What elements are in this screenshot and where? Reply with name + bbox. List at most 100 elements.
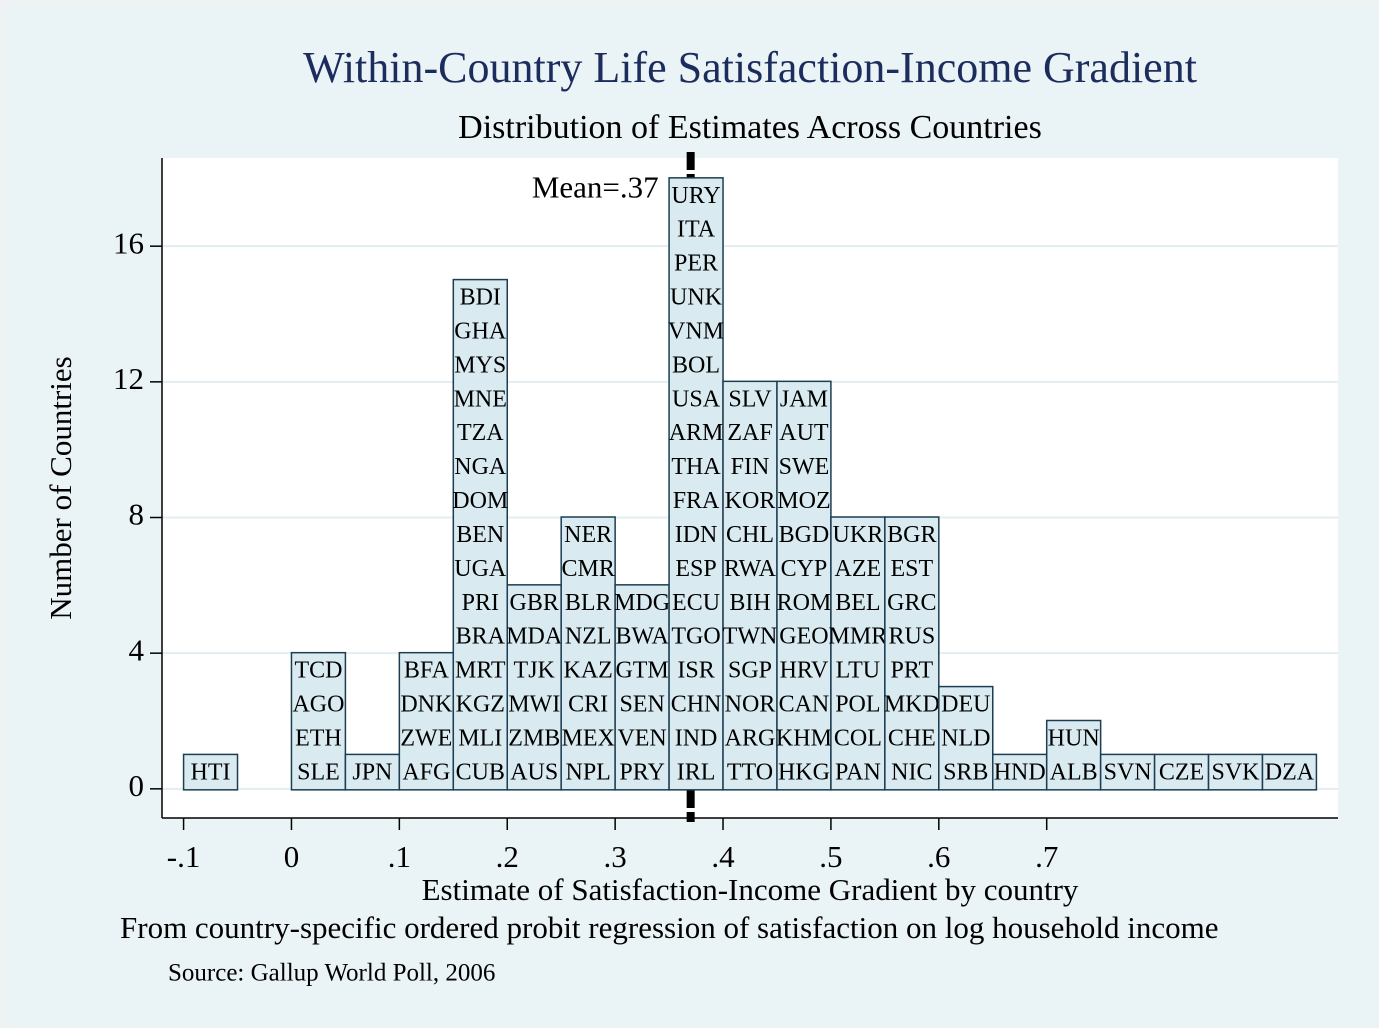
bar-label: CRI [568,692,608,718]
bar-label: MDA [506,624,563,650]
bar-label: POL [835,692,880,718]
bar [992,753,1048,791]
bar-label: BFA [404,658,450,684]
bar-label: SEN [619,692,664,718]
bar-label: SLV [728,386,772,412]
bar-label: JAM [780,386,828,412]
bar-label: AGO [292,692,344,718]
chart-title: Within-Country Life Satisfaction-Income … [303,43,1197,92]
bar-label: COL [834,725,882,751]
bar-label: MRT [455,658,506,684]
bar-label: NIC [891,759,932,785]
bar-label: ZMB [508,725,560,751]
bar-label: DZA [1265,759,1315,785]
bar-label: SVK [1211,759,1260,785]
bar-label: MWI [508,692,560,718]
bar-label: IRL [677,759,716,785]
bar [452,278,508,791]
bar [1207,753,1264,791]
note: From country-specific ordered probit reg… [120,910,1219,945]
bar-label: BWA [615,624,669,650]
bar-label: BRA [456,624,506,650]
bar-label: RUS [888,624,935,650]
y-tick-label: 4 [129,632,145,667]
bar-label: MDG [614,590,670,616]
bar-label: PRY [619,759,664,785]
bar-label: ARG [725,725,776,751]
x-axis-title: Estimate of Satisfaction-Income Gradient… [422,872,1079,907]
bar-label: UKR [833,522,884,548]
bar-label: THA [671,454,721,480]
bar-label: FIN [731,454,770,480]
bar-label: GBR [510,590,559,616]
bar-label: BDI [460,285,501,311]
bar [506,584,562,791]
bar-label: TTO [727,759,773,785]
bar-label: UNK [670,285,723,311]
bar [398,651,455,791]
bar-label: ITA [677,217,716,243]
bar-label: SGP [728,658,772,684]
bar-label: CAN [779,692,830,718]
bar-label: BGD [779,522,830,548]
x-tick-label: .2 [496,839,519,874]
mean-label: Mean=.37 [532,169,659,204]
x-tick-label: .1 [388,839,411,874]
bar-label: GTM [615,658,668,684]
bar [1153,753,1210,791]
x-tick-label: 0 [284,839,300,874]
bar-label: ARM [669,420,724,446]
bar-label: MNE [454,386,507,412]
bar-label: CHN [671,692,722,718]
bar-label: NPL [565,759,610,785]
bar-label: DEU [941,692,990,718]
bar-label: VNM [668,318,724,344]
bar-label: MKD [884,692,940,718]
bar-label: BOL [672,352,720,378]
bar-label: CHE [888,725,936,751]
x-tick-label: .5 [819,839,842,874]
bar-label: MOZ [777,488,830,514]
bar-label: LTU [836,658,880,684]
bar-label: PRT [891,658,934,684]
bar-label: BIH [729,590,770,616]
bar-label: AUS [510,759,558,785]
x-tick-label: .7 [1035,839,1058,874]
y-tick-label: 12 [113,361,144,396]
bar-label: HTI [191,759,231,785]
bar-label: AUT [779,420,829,446]
bar-label: AFG [402,759,450,785]
bar-label: CUB [456,759,505,785]
bar-label: FRA [673,488,720,514]
bar-label: NGA [454,454,507,480]
bar-label: GRC [887,590,936,616]
bar-label: USA [672,386,721,412]
bar-label: KGZ [456,692,505,718]
bar-label: ZAF [727,420,772,446]
bar [938,685,994,791]
bar-label: AZE [835,556,882,582]
bar-label: SRB [943,759,988,785]
bar-label: SWE [779,454,830,480]
bar [1099,753,1156,791]
bar-label: MLI [458,725,502,751]
bar-label: EST [890,556,933,582]
bar-label: ALB [1050,759,1098,785]
x-tick-label: -.1 [167,839,201,874]
bar-label: CYP [781,556,828,582]
bar-label: TCD [294,658,342,684]
bar-label: PRI [462,590,499,616]
bar-label: NLD [941,725,990,751]
bar-label: MEX [561,725,614,751]
bar-label: ZWE [400,725,452,751]
bar [614,584,670,791]
bar [722,380,778,791]
bar [290,651,347,791]
bar-label: KOR [725,488,776,514]
bar [830,516,886,791]
bar-label: RWA [724,556,777,582]
y-axis-title: Number of Countries [43,356,78,619]
bar-label: ECU [672,590,720,616]
bar-label: CMR [561,556,614,582]
